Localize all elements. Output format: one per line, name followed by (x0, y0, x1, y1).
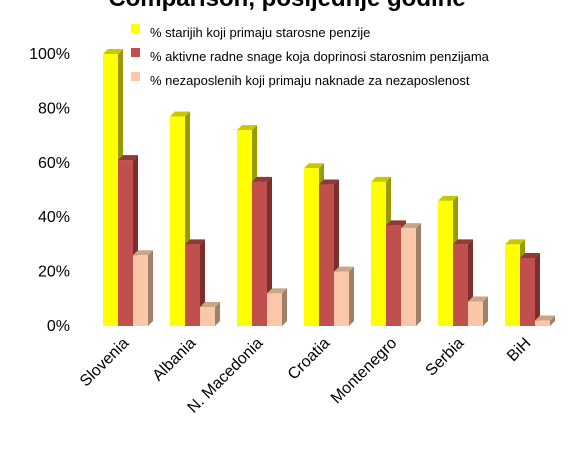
bar-serbia-s1-top (438, 195, 458, 201)
bar-slovenia-s3-front (133, 255, 148, 326)
y-tick-label: 80% (38, 100, 70, 117)
bar-serbia-s3-top (468, 296, 488, 302)
chart-title: Comparison, posljednje godine (108, 0, 465, 12)
bar-albania-s3-side (215, 301, 220, 326)
bar-n-macedonia-s2-front (252, 181, 267, 326)
bar-n-macedonia-s3 (267, 288, 287, 326)
bar-albania-s3 (200, 301, 220, 326)
bar-albania-s1-top (170, 111, 190, 117)
legend-swatch (131, 72, 140, 81)
bar-croatia-s1-top (304, 163, 324, 169)
bar-albania-s2-top (185, 239, 205, 245)
legend-label: % starijih koji primaju starosne penzije (150, 25, 370, 40)
x-tick-label: Montenegro (328, 335, 400, 407)
x-tick-label: Serbia (423, 335, 468, 380)
bar-n-macedonia-s3-front (267, 293, 282, 326)
bar-albania-s1-front (170, 116, 185, 326)
bar-n-macedonia-s1-top (237, 125, 257, 131)
y-tick-label: 0% (47, 318, 70, 335)
y-tick-label: 60% (38, 155, 70, 172)
bar-montenegro-s3-side (416, 223, 421, 326)
bar-slovenia-s3-side (148, 250, 153, 326)
x-tick-label: BiH (504, 335, 534, 365)
bars (103, 49, 555, 326)
bar-croatia-s2-top (319, 179, 339, 185)
bar-bih-s2 (520, 253, 540, 326)
legend: % starijih koji primaju starosne penzije… (131, 24, 490, 88)
bar-slovenia-s1-front (103, 54, 118, 326)
bar-bih-s3-side (550, 315, 555, 326)
bar-bih-s2-front (520, 258, 535, 326)
bar-n-macedonia-s2 (252, 176, 272, 326)
bar-bih-s3-front (535, 320, 550, 326)
bar-croatia-s3-front (334, 271, 349, 326)
bar-montenegro-s1-top (371, 176, 391, 182)
bar-bih-s3-top (535, 315, 555, 321)
bar-serbia-s2-front (453, 244, 468, 326)
x-tick-label: Albania (150, 335, 200, 385)
bar-serbia-s2-top (453, 239, 473, 245)
bar-bih-s1-front (505, 244, 520, 326)
legend-label: % aktivne radne snage koja doprinosi sta… (150, 49, 490, 64)
bar-montenegro-s3-top (401, 223, 421, 229)
bar-albania-s3-top (200, 301, 220, 307)
legend-swatch (131, 24, 140, 33)
bar-slovenia-s2-top (118, 155, 138, 161)
bar-serbia-s3 (468, 296, 488, 326)
bar-slovenia-s3-top (133, 250, 153, 256)
bar-n-macedonia-s3-side (282, 288, 287, 326)
bar-albania-s3-front (200, 306, 215, 326)
bar-bih-s3 (535, 315, 555, 326)
bar-croatia-s3 (334, 266, 354, 326)
bar-bih-s2-top (520, 253, 540, 258)
bar-slovenia-s1-top (103, 49, 123, 54)
bar-montenegro-s3-front (401, 228, 416, 326)
bar-croatia-s2-front (319, 184, 334, 326)
bar-montenegro-s2-front (386, 225, 401, 326)
y-tick-label: 40% (38, 209, 70, 226)
bar-n-macedonia-s3-top (267, 288, 287, 294)
bar-n-macedonia-s2-top (252, 176, 272, 182)
y-tick-label: 20% (38, 264, 70, 281)
y-tick-label: 100% (29, 46, 70, 63)
bar-croatia-s3-side (349, 266, 354, 326)
bar-croatia-s3-top (334, 266, 354, 272)
bar-bih-s2-side (535, 253, 540, 326)
x-tick-label: Croatia (285, 335, 334, 384)
bar-albania-s2-front (185, 244, 200, 326)
legend-label: % nezaposlenih koji primaju naknade za n… (150, 73, 470, 88)
legend-swatch (131, 48, 140, 57)
bar-slovenia-s2-front (118, 160, 133, 326)
bar-n-macedonia-s2-side (267, 176, 272, 326)
bar-serbia-s3-side (483, 296, 488, 326)
bar-serbia-s3-front (468, 301, 483, 326)
bar-croatia-s1-front (304, 168, 319, 326)
bar-montenegro-s2-top (386, 220, 406, 226)
bar-slovenia-s3 (133, 250, 153, 326)
y-axis: 0% 20% 40% 60% 80% 100% (29, 46, 70, 335)
bar-montenegro-s3 (401, 223, 421, 326)
bar-montenegro-s1-front (371, 181, 386, 326)
bar-bih-s1-top (505, 239, 525, 245)
bar-n-macedonia-s1-front (237, 130, 252, 326)
bar-serbia-s1-front (438, 200, 453, 326)
x-tick-label: Slovenia (77, 335, 132, 390)
